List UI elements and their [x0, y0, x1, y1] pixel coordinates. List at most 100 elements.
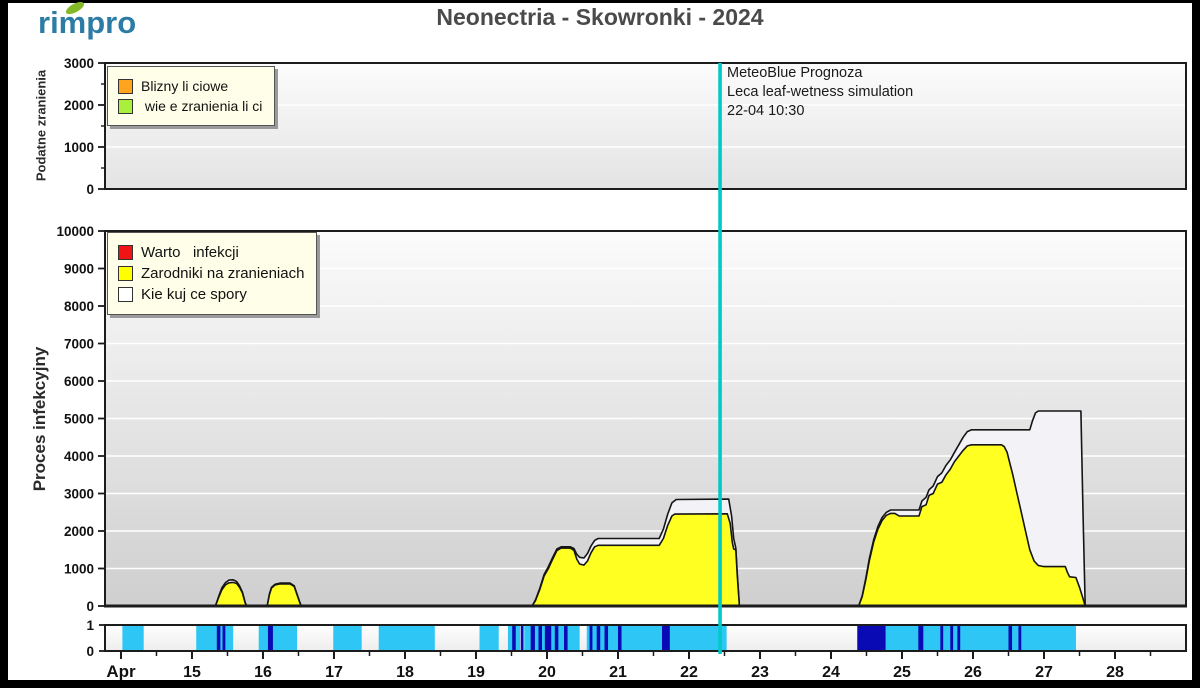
infection-y-ticks: 0 1000 2000 3000 4000 5000 6000 7000 8000 9000 100… [56, 224, 105, 614]
wet-period [885, 626, 1076, 650]
page-title: Neonectria - Skowronki - 2024 [436, 4, 764, 30]
wet-period [479, 626, 499, 650]
rain-period [222, 626, 226, 650]
wet-period [378, 626, 435, 650]
svg-text:4000: 4000 [64, 449, 94, 464]
rain-period [662, 626, 670, 650]
rain-period [520, 626, 524, 650]
svg-text:27: 27 [1035, 664, 1053, 680]
wounds-axis-title: Podatne zranienia [33, 69, 49, 182]
legend-item-leaf-scars: Blizny li ciowe [118, 78, 262, 94]
svg-text:7000: 7000 [64, 337, 94, 352]
germinating-spores-label: Kie kuj ce spory [141, 286, 247, 303]
rain-period [857, 626, 886, 650]
forecast-annotation-line1: MeteoBlue Prognoza [727, 65, 863, 81]
infection-area [266, 583, 303, 607]
svg-text:0: 0 [86, 599, 94, 614]
svg-text:10000: 10000 [56, 224, 94, 239]
infection-axis-title: Proces infekcyjny [30, 346, 49, 492]
fresh-wounds-label: wie e zranienia li ci [141, 98, 263, 114]
germinating-spores-swatch [118, 287, 133, 302]
svg-text:17: 17 [325, 664, 343, 680]
forecast-annotation-line3: 22-04 10:30 [727, 103, 805, 119]
legend-item-fresh-wounds: wie e zranienia li ci [118, 98, 262, 114]
svg-text:9000: 9000 [64, 262, 94, 277]
legend-item-spores-on-wounds: Zarodniki na zranieniach [118, 265, 304, 282]
svg-text:1000: 1000 [64, 140, 94, 155]
wounds-gridlines [105, 104, 1186, 148]
svg-text:20: 20 [538, 664, 556, 680]
rain-period [512, 626, 516, 650]
chart-svg: 0 1000 2000 3000 0 1000 2000 3000 4000 5000 6000 70… [56, 56, 1187, 680]
rain-period [544, 626, 552, 650]
rain-period [530, 626, 535, 650]
svg-text:8000: 8000 [64, 299, 94, 314]
svg-text:0: 0 [86, 182, 94, 197]
svg-text:26: 26 [964, 664, 982, 680]
rain-period [589, 626, 593, 650]
wounds-y-ticks: 0 1000 2000 3000 [64, 56, 105, 197]
spores-on-wounds-swatch [118, 266, 133, 281]
svg-text:Apr: Apr [106, 662, 136, 680]
rain-period [604, 626, 609, 650]
wet-period [333, 626, 362, 650]
rain-period [950, 626, 954, 650]
svg-text:21: 21 [609, 664, 627, 680]
svg-text:22: 22 [680, 664, 698, 680]
rain-period [564, 626, 568, 650]
svg-text:5000: 5000 [64, 412, 94, 427]
svg-text:25: 25 [893, 664, 911, 680]
rain-period [940, 626, 944, 650]
wounds-legend: Blizny li ciowe wie e zranienia li ci [107, 66, 276, 126]
rimpro-logo-text: rimpro [38, 5, 137, 40]
infection-value-swatch [118, 245, 133, 260]
svg-text:1000: 1000 [64, 562, 94, 577]
svg-text:19: 19 [467, 664, 485, 680]
svg-text:2000: 2000 [64, 524, 94, 539]
rain-period [596, 626, 601, 650]
svg-text:28: 28 [1106, 664, 1124, 680]
infection-series [214, 410, 1086, 607]
rimpro-logo[interactable]: rimpro [38, 2, 137, 41]
wounds-panel: 0 1000 2000 3000 [64, 56, 1187, 197]
spores-on-wounds-label: Zarodniki na zranieniach [141, 265, 305, 282]
leaf-scars-swatch [118, 78, 133, 94]
legend-item-infection-value: Warto infekcji [118, 244, 304, 261]
rain-period [918, 626, 924, 650]
rain-period [1018, 626, 1022, 650]
svg-text:15: 15 [183, 664, 201, 680]
svg-text:1: 1 [86, 618, 94, 633]
fresh-wounds-swatch [118, 98, 133, 114]
leaf-wetness-strip: 10 [86, 618, 1187, 659]
svg-text:3000: 3000 [64, 56, 94, 71]
legend-item-germinating-spores: Kie kuj ce spory [118, 286, 304, 303]
report-canvas: 0 1000 2000 3000 0 1000 2000 3000 4000 5000 6000 70… [8, 2, 1192, 680]
svg-text:23: 23 [751, 664, 769, 680]
rain-period [554, 626, 559, 650]
svg-text:18: 18 [396, 664, 414, 680]
wet-period [122, 626, 144, 650]
wet-period [258, 626, 298, 650]
rain-period [267, 626, 273, 650]
forecast-now-line [718, 63, 722, 654]
leaf-icon [65, 2, 85, 14]
rain-period [216, 626, 221, 650]
infection-area [531, 513, 741, 607]
svg-text:0: 0 [86, 644, 94, 659]
infection-legend: Warto infekcji Zarodniki na zranieniach … [107, 232, 318, 315]
svg-text:3000: 3000 [64, 487, 94, 502]
rain-period [617, 626, 622, 650]
infection-value-label: Warto infekcji [141, 244, 239, 261]
svg-text:2000: 2000 [64, 98, 94, 113]
wet-period [196, 626, 234, 650]
rain-period [957, 626, 961, 650]
svg-text:24: 24 [822, 664, 840, 680]
infection-area [857, 444, 1086, 607]
infection-area [214, 581, 248, 607]
rain-period [1008, 626, 1013, 650]
svg-text:16: 16 [254, 664, 272, 680]
forecast-annotation: MeteoBlue Prognoza Leca leaf-wetness sim… [727, 64, 913, 121]
rain-period [538, 626, 543, 650]
leaf-scars-label: Blizny li ciowe [141, 78, 229, 94]
